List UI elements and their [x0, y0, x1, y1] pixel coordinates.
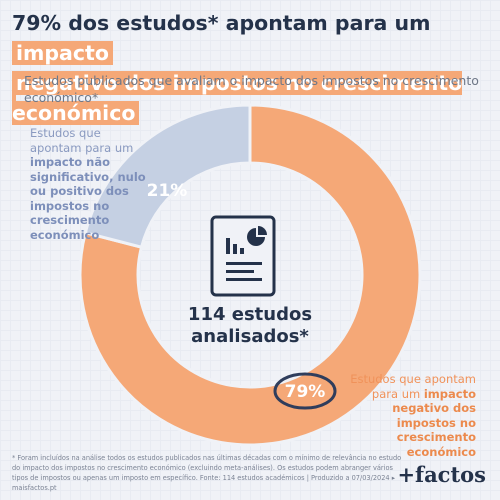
footnote: * Foram incluídos na análise todos os es… — [12, 454, 402, 492]
title-text: 79% dos estudos* apontam para um — [12, 11, 431, 35]
donut-slice-0 — [78, 103, 422, 447]
center-line-1: 114 estudos — [187, 304, 313, 325]
report-document-icon — [210, 215, 276, 297]
donut-slice-1 — [83, 103, 252, 249]
highlight-circle — [273, 372, 337, 410]
right-annotation: Estudos que apontam para um impacto nega… — [336, 372, 476, 459]
brand-logo: +factos — [397, 462, 486, 487]
title-highlight-1: impacto — [12, 41, 113, 65]
center-total-label: 114 estudos analisados* — [175, 304, 325, 348]
slice-label-79: 79% — [285, 382, 326, 402]
center-line-2: analisados* — [191, 326, 309, 347]
left-annotation-text: Estudos que apontam para um — [30, 126, 134, 155]
chart-subtitle: Estudos publicados que avaliam o impacto… — [12, 72, 494, 106]
left-annotation: Estudos que apontam para um impacto não … — [30, 126, 150, 242]
slice-label-21: 21% — [147, 181, 188, 201]
donut-slices — [78, 103, 422, 447]
right-annotation-bold: impacto negativo dos impostos no crescim… — [392, 386, 476, 459]
right-annotation-text: Estudos que apontam para um — [350, 372, 476, 401]
left-annotation-bold: impacto não significativo, nulo ou posit… — [30, 155, 146, 242]
